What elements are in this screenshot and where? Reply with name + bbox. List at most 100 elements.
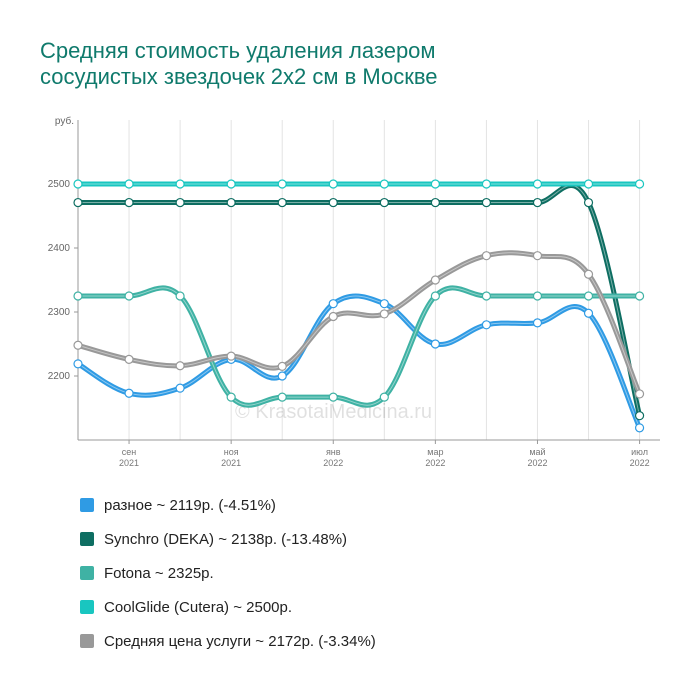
data-point[interactable] <box>226 197 236 208</box>
data-point[interactable] <box>328 179 338 189</box>
data-point[interactable] <box>328 299 338 309</box>
legend-label: разное ~ 2119р. (-4.51%) <box>104 496 276 514</box>
y-tick-label: 2200 <box>48 371 71 382</box>
legend-label: Fotona ~ 2325р. <box>104 564 214 582</box>
chart-title: Средняя стоимость удаления лазером сосуд… <box>40 38 660 90</box>
data-point[interactable] <box>73 197 83 208</box>
data-point[interactable] <box>430 275 440 285</box>
data-point[interactable] <box>634 389 645 399</box>
data-point[interactable] <box>583 291 594 301</box>
data-point[interactable] <box>277 197 287 208</box>
data-point[interactable] <box>481 320 492 330</box>
data-point[interactable] <box>481 291 492 301</box>
data-point[interactable] <box>226 179 236 189</box>
y-axis-unit-label: руб. <box>55 115 74 127</box>
legend-item[interactable]: CoolGlide (Cutera) ~ 2500р. <box>80 590 376 624</box>
data-point[interactable] <box>124 354 134 364</box>
data-point[interactable] <box>277 392 287 402</box>
series-line-1 <box>75 183 643 419</box>
data-point[interactable] <box>73 359 83 369</box>
data-point[interactable] <box>175 197 185 208</box>
series-line-highlight-1 <box>78 185 641 416</box>
legend-item[interactable]: Средняя цена услуги ~ 2172р. (-3.34%) <box>80 624 376 658</box>
data-point[interactable] <box>430 291 440 301</box>
data-point[interactable] <box>634 179 645 189</box>
x-tick-label-year: 2022 <box>527 458 547 468</box>
data-point[interactable] <box>124 197 134 208</box>
chart-title-line-1: Средняя стоимость удаления лазером <box>40 38 436 63</box>
data-point[interactable] <box>226 351 236 361</box>
data-point[interactable] <box>73 340 83 350</box>
data-point[interactable] <box>532 251 543 261</box>
legend-label: Synchro (DEKA) ~ 2138р. (-13.48%) <box>104 530 348 548</box>
data-point[interactable] <box>379 392 389 402</box>
data-point[interactable] <box>481 197 492 208</box>
data-point[interactable] <box>532 179 543 189</box>
data-point[interactable] <box>124 179 134 189</box>
x-tick-label-month: май <box>529 447 545 457</box>
data-point[interactable] <box>532 318 543 328</box>
legend-item[interactable]: Fotona ~ 2325р. <box>80 556 376 590</box>
data-point[interactable] <box>175 291 185 301</box>
data-point[interactable] <box>532 197 543 208</box>
legend-swatch <box>80 566 94 580</box>
data-point[interactable] <box>379 309 389 319</box>
data-point[interactable] <box>175 383 185 393</box>
legend-swatch <box>80 498 94 512</box>
data-point[interactable] <box>634 411 645 421</box>
data-point[interactable] <box>481 179 492 189</box>
series-lines <box>75 181 643 431</box>
chart-title-line-2: сосудистых звездочек 2x2 см в Москве <box>40 64 438 89</box>
data-point[interactable] <box>532 291 543 301</box>
data-point[interactable] <box>175 179 185 189</box>
data-point[interactable] <box>634 291 645 301</box>
legend-item[interactable]: разное ~ 2119р. (-4.51%) <box>80 488 376 522</box>
data-point[interactable] <box>430 197 440 208</box>
x-tick-label-year: 2022 <box>323 458 343 468</box>
legend-swatch <box>80 600 94 614</box>
data-point[interactable] <box>583 308 594 318</box>
data-point[interactable] <box>583 179 594 189</box>
legend: разное ~ 2119р. (-4.51%) Synchro (DEKA) ~… <box>80 488 376 658</box>
data-point[interactable] <box>328 392 338 402</box>
series-line-4 <box>75 250 643 397</box>
legend-label: CoolGlide (Cutera) ~ 2500р. <box>104 598 293 616</box>
data-point[interactable] <box>73 179 83 189</box>
data-point[interactable] <box>226 392 236 402</box>
data-point[interactable] <box>379 197 389 208</box>
x-tick-label-month: мар <box>427 447 443 457</box>
legend-swatch <box>80 532 94 546</box>
data-point[interactable] <box>379 299 389 309</box>
data-point[interactable] <box>277 179 287 189</box>
legend-swatch <box>80 634 94 648</box>
series-line-2 <box>75 285 643 408</box>
data-point[interactable] <box>430 179 440 189</box>
data-point[interactable] <box>430 339 440 349</box>
data-point[interactable] <box>277 371 287 381</box>
data-point[interactable] <box>73 291 83 301</box>
x-tick-label-month: сен <box>122 447 137 457</box>
series-line-highlight-4 <box>77 252 641 395</box>
x-tick-label-month: янв <box>326 447 341 457</box>
data-point[interactable] <box>328 311 338 322</box>
axes: руб.2200230024002500сен2021ноя2021янв202… <box>48 115 660 468</box>
data-point[interactable] <box>328 197 338 208</box>
y-tick-label: 2400 <box>48 243 71 254</box>
data-point[interactable] <box>634 423 645 433</box>
y-tick-label: 2300 <box>48 307 71 318</box>
data-point[interactable] <box>583 197 594 208</box>
data-point[interactable] <box>124 291 134 301</box>
data-point[interactable] <box>277 361 287 371</box>
legend-label: Средняя цена услуги ~ 2172р. (-3.34%) <box>104 632 376 650</box>
y-tick-label: 2500 <box>48 179 71 190</box>
series-points <box>73 179 645 433</box>
x-tick-label-year: 2021 <box>221 458 241 468</box>
data-point[interactable] <box>379 179 389 189</box>
data-point[interactable] <box>481 251 492 261</box>
legend-item[interactable]: Synchro (DEKA) ~ 2138р. (-13.48%) <box>80 522 376 556</box>
data-point[interactable] <box>583 269 594 279</box>
watermark: © KrasotaiMedicina.ru <box>235 401 432 423</box>
data-point[interactable] <box>175 361 185 371</box>
data-point[interactable] <box>124 388 134 398</box>
